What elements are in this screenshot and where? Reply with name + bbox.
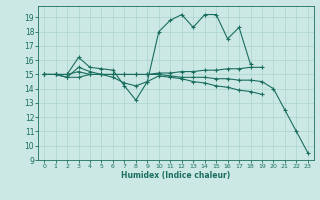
X-axis label: Humidex (Indice chaleur): Humidex (Indice chaleur) <box>121 171 231 180</box>
